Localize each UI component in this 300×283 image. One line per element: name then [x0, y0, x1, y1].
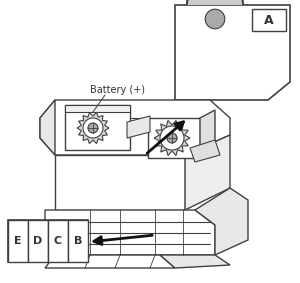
Polygon shape [195, 188, 248, 255]
Polygon shape [154, 121, 190, 156]
Bar [68, 220, 88, 262]
Circle shape [205, 9, 225, 29]
Polygon shape [200, 110, 215, 158]
Polygon shape [40, 100, 230, 155]
Polygon shape [65, 105, 130, 112]
Polygon shape [130, 118, 145, 130]
Polygon shape [40, 100, 55, 155]
Polygon shape [77, 112, 109, 143]
Polygon shape [175, 5, 290, 100]
Polygon shape [148, 118, 200, 158]
Polygon shape [55, 155, 185, 210]
Text: B: B [74, 236, 82, 246]
Polygon shape [160, 255, 230, 268]
Circle shape [160, 126, 184, 150]
Polygon shape [185, 135, 230, 210]
Bar [48, 220, 68, 262]
Text: D: D [33, 236, 43, 246]
Text: Battery (+): Battery (+) [91, 85, 146, 95]
Polygon shape [45, 210, 215, 255]
Bar [8, 220, 88, 262]
Circle shape [88, 123, 98, 133]
Text: E: E [14, 236, 22, 246]
Polygon shape [65, 105, 130, 150]
Bar [8, 220, 28, 262]
Polygon shape [127, 116, 150, 138]
Bar [28, 220, 48, 262]
Circle shape [167, 133, 177, 143]
Polygon shape [45, 255, 175, 268]
Text: C: C [54, 236, 62, 246]
Polygon shape [190, 140, 220, 162]
Text: A: A [264, 14, 274, 27]
Circle shape [83, 118, 103, 138]
Wedge shape [187, 0, 243, 5]
Bar [252, 9, 286, 31]
